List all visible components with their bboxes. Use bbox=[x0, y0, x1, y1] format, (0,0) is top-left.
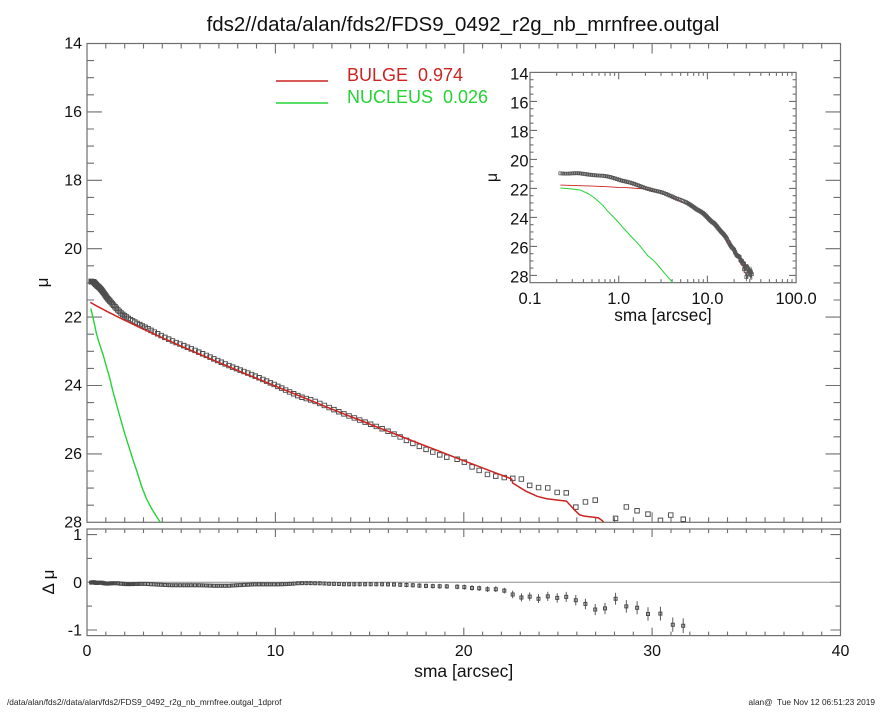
svg-text:Δ μ: Δ μ bbox=[39, 570, 58, 595]
svg-text:16: 16 bbox=[64, 104, 82, 121]
svg-text:18: 18 bbox=[64, 173, 82, 190]
svg-text:10: 10 bbox=[266, 643, 284, 660]
svg-text:0: 0 bbox=[73, 575, 82, 592]
svg-text:100.0: 100.0 bbox=[775, 290, 816, 308]
svg-text:26: 26 bbox=[510, 239, 528, 257]
svg-text:40: 40 bbox=[832, 643, 850, 660]
svg-text:μ: μ bbox=[484, 173, 501, 182]
svg-text:alan@ Tue Nov 12 06:51:23 201: alan@ Tue Nov 12 06:51:23 2019 bbox=[748, 697, 875, 707]
svg-text:14: 14 bbox=[510, 65, 528, 83]
svg-text:BULGE 0.974: BULGE 0.974 bbox=[347, 65, 463, 85]
svg-text:sma [arcsec]: sma [arcsec] bbox=[614, 305, 711, 325]
svg-text:/data/alan/fds2//data/alan/fds: /data/alan/fds2//data/alan/fds2/FDS9_049… bbox=[7, 697, 282, 707]
svg-text:20: 20 bbox=[455, 643, 473, 660]
svg-text:22: 22 bbox=[510, 181, 528, 199]
svg-text:1: 1 bbox=[73, 527, 82, 544]
svg-text:fds2//data/alan/fds2/FDS9_0492: fds2//data/alan/fds2/FDS9_0492_r2g_nb_mr… bbox=[207, 13, 720, 36]
svg-text:sma [arcsec]: sma [arcsec] bbox=[414, 661, 513, 681]
svg-text:1.0: 1.0 bbox=[607, 290, 630, 308]
svg-text:20: 20 bbox=[510, 152, 528, 170]
svg-text:16: 16 bbox=[510, 94, 528, 112]
svg-text:18: 18 bbox=[510, 123, 528, 141]
svg-text:-1: -1 bbox=[68, 623, 82, 640]
svg-text:NUCLEUS 0.026: NUCLEUS 0.026 bbox=[347, 87, 488, 107]
svg-text:24: 24 bbox=[64, 378, 82, 395]
svg-text:28: 28 bbox=[510, 268, 528, 286]
svg-text:22: 22 bbox=[64, 309, 82, 326]
svg-text:24: 24 bbox=[510, 210, 528, 228]
svg-text:0.1: 0.1 bbox=[519, 290, 542, 308]
svg-text:26: 26 bbox=[64, 446, 82, 463]
svg-text:14: 14 bbox=[64, 36, 82, 53]
svg-text:30: 30 bbox=[643, 643, 661, 660]
svg-text:0: 0 bbox=[83, 643, 92, 660]
svg-text:10.0: 10.0 bbox=[691, 290, 723, 308]
svg-text:μ: μ bbox=[33, 278, 52, 288]
svg-text:28: 28 bbox=[64, 515, 82, 532]
svg-text:20: 20 bbox=[64, 241, 82, 258]
